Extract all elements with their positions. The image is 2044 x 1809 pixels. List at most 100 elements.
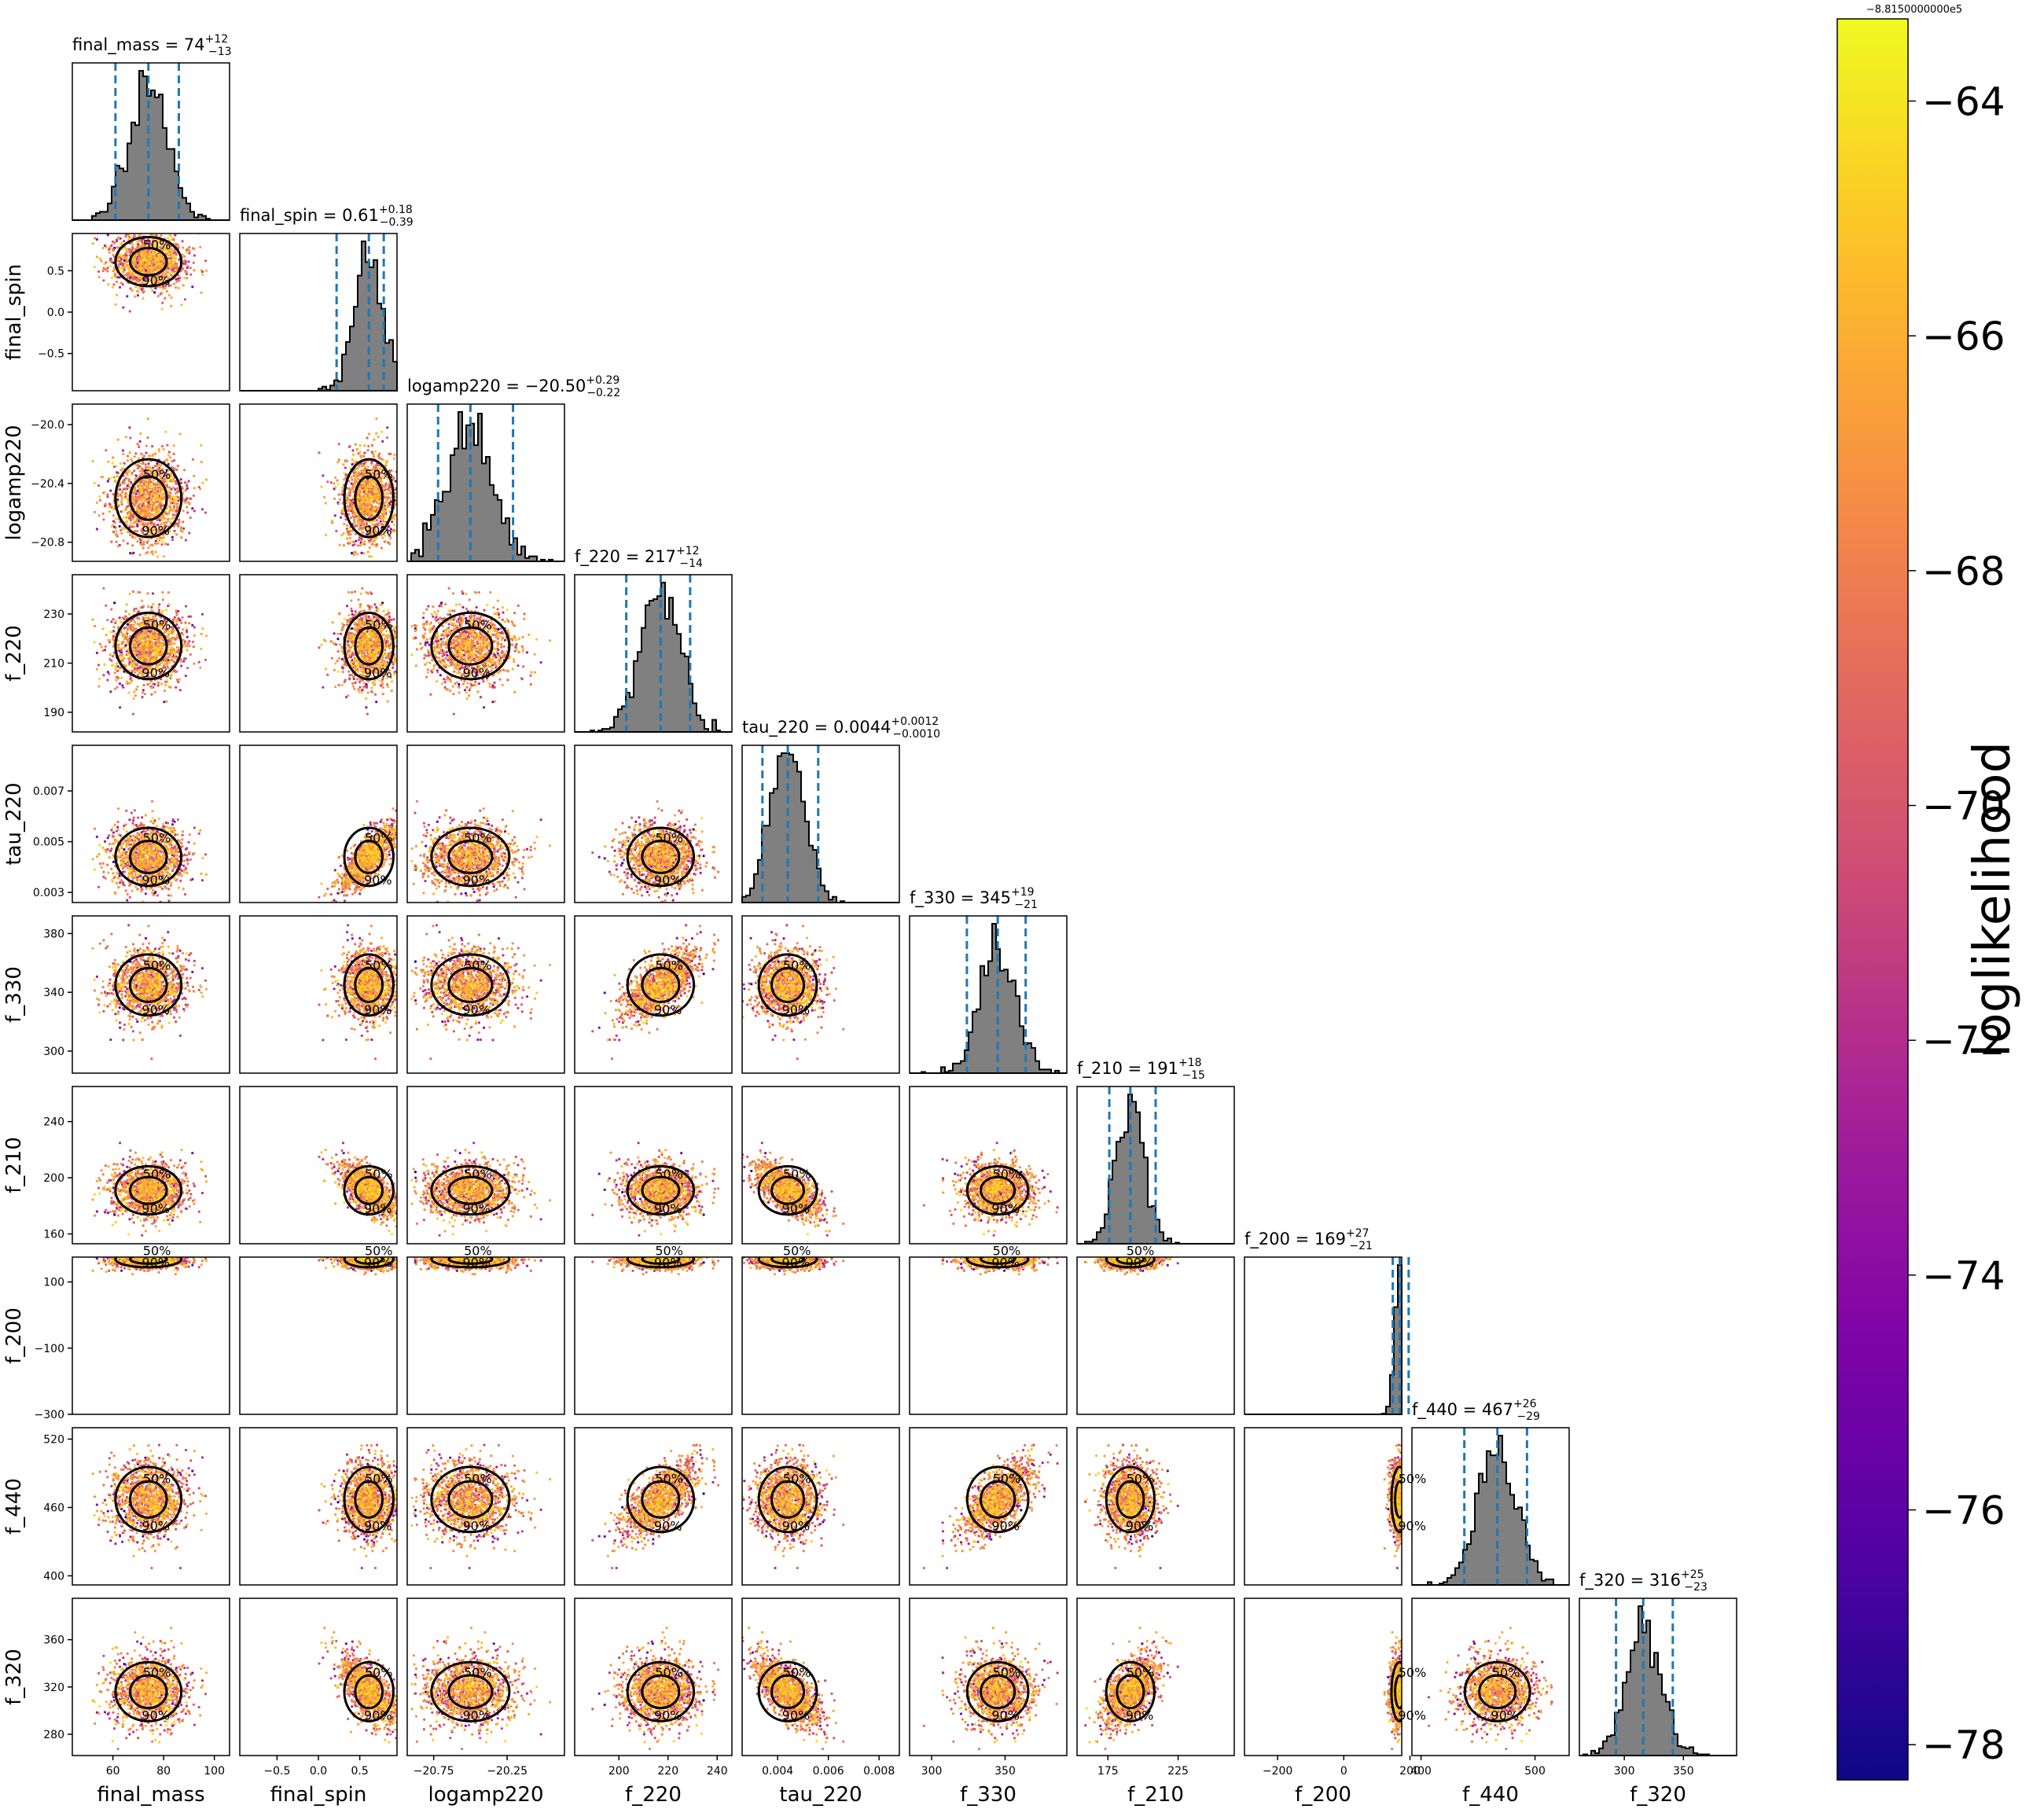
scatter-point [186, 511, 189, 513]
scatter-point [160, 292, 163, 294]
scatter-point [171, 227, 174, 230]
scatter-point [137, 503, 139, 506]
scatter-point [200, 648, 202, 650]
scatter-point [204, 512, 207, 514]
scatter-point [121, 270, 123, 272]
scatter-point [170, 305, 172, 307]
scatter-point [169, 230, 171, 232]
scatter-point [162, 646, 164, 649]
scatter-point [356, 477, 358, 480]
scatter-point [109, 477, 112, 480]
scatter-point [132, 697, 134, 700]
scatter-point [96, 502, 98, 504]
scatter-point [96, 238, 98, 241]
scatter-point [125, 631, 127, 634]
scatter-point [130, 271, 132, 274]
y-tick-label: −20.0 [31, 419, 64, 432]
scatter-point [105, 449, 107, 451]
scatter-point [172, 487, 175, 489]
scatter-point [335, 530, 337, 532]
scatter-point [167, 591, 170, 594]
scatter-point [147, 509, 149, 512]
scatter-point [127, 237, 130, 240]
scatter-point [177, 681, 179, 683]
scatter-points [92, 215, 208, 313]
scatter-point [175, 636, 178, 638]
scatter-point [123, 267, 126, 269]
scatter-point [343, 478, 345, 480]
scatter-point [188, 246, 190, 248]
scatter-point [119, 482, 122, 484]
scatter-point [134, 622, 137, 624]
scatter-point [127, 234, 130, 237]
scatter-point [144, 230, 146, 232]
scatter-point [125, 664, 127, 667]
scatter-point [362, 498, 364, 500]
scatter-point [145, 660, 148, 662]
scatter-point [133, 497, 135, 499]
scatter-point [108, 672, 110, 675]
scatter-point [373, 502, 375, 504]
scatter-point [133, 690, 135, 693]
scatter-point [133, 665, 135, 667]
scatter-point [129, 669, 131, 671]
scatter-point [117, 545, 119, 547]
y-tick-label: 0.5 [47, 265, 64, 278]
scatter-point [145, 463, 147, 465]
scatter-point [375, 485, 377, 487]
scatter-point [167, 656, 169, 658]
scatter-point [147, 486, 149, 488]
scatter-point [373, 455, 375, 458]
scatter-point [361, 552, 363, 554]
scatter-point [153, 266, 156, 268]
hist-panel-logamp220: logamp220 = −20.50+0.29 −0.22 [407, 374, 620, 561]
scatter-point [345, 461, 347, 463]
scatter-point [142, 461, 145, 464]
scatter-point [379, 456, 381, 458]
scatter-point [153, 260, 155, 263]
scatter-point [333, 482, 335, 484]
scatter-point [156, 653, 159, 656]
scatter-point [156, 487, 158, 490]
scatter-point [185, 260, 187, 263]
scatter-point [150, 563, 153, 565]
scatter-point [131, 680, 133, 682]
scatter-point [144, 495, 146, 497]
scatter-point [117, 472, 119, 474]
scatter-point [110, 620, 112, 623]
title-sub: −13 [208, 46, 232, 58]
scatter-point [177, 499, 179, 502]
scatter-point [158, 254, 160, 256]
title-sup: +0.18 [379, 204, 413, 216]
scatter-point [138, 512, 141, 514]
scatter-point [362, 506, 364, 508]
scatter-point [346, 524, 348, 527]
scatter-point [127, 511, 130, 513]
scatter-point [198, 661, 200, 664]
scatter-point [129, 436, 131, 439]
scatter-point [373, 495, 376, 497]
scatter-point [138, 502, 141, 505]
scatter-point [159, 492, 161, 495]
scatter-point [169, 498, 171, 500]
scatter-point [115, 620, 117, 622]
scatter-point [153, 227, 155, 230]
scatter-point [127, 657, 130, 660]
scatter-point [112, 655, 114, 657]
scatter-point [199, 246, 201, 248]
scatter-point [368, 565, 370, 568]
scatter-point [117, 260, 119, 263]
scatter-point [143, 650, 145, 653]
scatter-point [186, 252, 188, 254]
scatter-point [140, 651, 142, 653]
scatter-point [122, 453, 124, 455]
scatter-point [114, 226, 116, 229]
title-logamp220: logamp220 = −20.50+0.29 −0.22 [407, 374, 620, 399]
scatter-point [192, 458, 194, 461]
scatter-point [129, 682, 131, 684]
scatter-point [176, 614, 178, 616]
scatter-point [166, 484, 168, 487]
scatter-point [130, 658, 132, 660]
y-tick-label: −20.4 [31, 478, 64, 491]
